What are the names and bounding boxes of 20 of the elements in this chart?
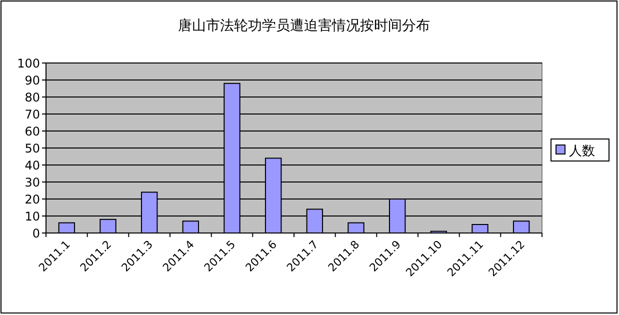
bar	[472, 224, 488, 234]
bar	[512, 220, 530, 234]
y-tick-label: 80	[24, 90, 40, 104]
y-tick-label: 10	[24, 210, 40, 224]
chart-title: 唐山市法轮功学员遭迫害情况按时间分布	[178, 18, 430, 34]
y-tick-label: 30	[24, 176, 40, 190]
y-tick-label: 100	[17, 56, 40, 70]
legend-label: 人数	[569, 144, 595, 159]
bar	[100, 218, 116, 234]
y-tick-label: 60	[24, 124, 40, 138]
y-tick-label: 90	[24, 74, 40, 88]
y-tick-label: 20	[24, 192, 40, 206]
bar	[348, 222, 364, 234]
bar	[58, 222, 76, 234]
bar	[182, 220, 200, 234]
y-tick-label: 70	[24, 108, 40, 122]
y-tick-label: 50	[24, 142, 40, 156]
y-tick-label: 0	[32, 226, 40, 240]
y-tick-label: 40	[24, 158, 40, 172]
legend: 人数	[550, 138, 610, 162]
